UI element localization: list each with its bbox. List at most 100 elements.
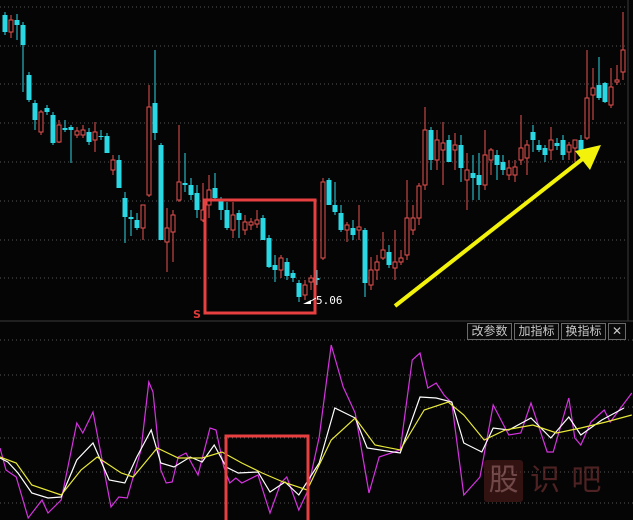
candle (284, 258, 290, 280)
candle-body (8, 19, 14, 33)
candle (128, 210, 134, 236)
candle-body (398, 257, 404, 263)
indicator-line-2 (0, 396, 625, 499)
candle-body (470, 173, 476, 178)
candle-body (524, 144, 530, 159)
candle (44, 105, 50, 115)
candle-body (518, 147, 524, 161)
candle-body (254, 219, 260, 225)
candle-body (26, 75, 32, 100)
watermark-char: 股 (484, 460, 524, 502)
candle-body (2, 15, 8, 32)
candle (470, 155, 476, 200)
candle-body (560, 140, 566, 155)
candle (416, 183, 422, 225)
candle (392, 230, 398, 280)
candle-body (242, 221, 248, 231)
candle-body (170, 214, 176, 233)
candle (362, 228, 368, 297)
candle (20, 22, 26, 92)
candle-body (38, 111, 44, 133)
candle (560, 135, 566, 160)
candle-body (272, 265, 278, 270)
candle-body (326, 180, 332, 205)
candle (74, 127, 80, 138)
watermark-char: 吧 (571, 463, 602, 498)
candle-body (146, 106, 152, 196)
candle-body (140, 204, 146, 229)
candle (38, 110, 44, 135)
candle (86, 128, 92, 145)
modify-params-button[interactable]: 改参数 (467, 323, 512, 340)
candle-body (314, 278, 320, 280)
candle (272, 255, 278, 282)
candle-body (44, 108, 50, 112)
candle (518, 115, 524, 165)
candle-body (248, 221, 254, 226)
switch-indicator-button[interactable]: 换指标 (561, 323, 606, 340)
candle (422, 107, 428, 190)
candle-body (110, 159, 116, 171)
candle-body (176, 181, 182, 201)
candle-body (164, 227, 170, 243)
candle-body (212, 188, 218, 198)
indicator-lines (0, 344, 633, 520)
candle (164, 208, 170, 272)
candle (176, 125, 182, 202)
candle (68, 125, 74, 163)
candle (554, 138, 560, 150)
candle (356, 205, 362, 240)
candle-body (194, 193, 200, 210)
candle-body (584, 97, 590, 139)
close-indicator-button[interactable]: ✕ (608, 323, 626, 340)
candle-body (296, 283, 302, 297)
candle (344, 222, 350, 242)
candle-body (134, 220, 140, 228)
candle (326, 178, 332, 205)
candle (224, 202, 230, 230)
candle-body (476, 175, 482, 185)
candle-body (614, 79, 620, 83)
candle (380, 232, 386, 260)
candle (464, 153, 470, 210)
highlight-box-main (203, 198, 317, 315)
candle (8, 15, 14, 38)
candle-body (464, 169, 470, 181)
candle (548, 127, 554, 160)
candle-body (32, 103, 38, 120)
candle (302, 280, 308, 300)
indicator-line-3 (0, 401, 632, 496)
add-indicator-button[interactable]: 加指标 (514, 323, 559, 340)
candle-body (158, 145, 164, 240)
candle (404, 180, 410, 260)
candle (170, 210, 176, 262)
candle (434, 130, 440, 170)
candle-body (74, 130, 80, 136)
candle (398, 250, 404, 265)
watermark-char: 识 (529, 463, 560, 498)
candle-body (458, 145, 464, 168)
candle-body (182, 183, 188, 185)
candle (368, 257, 374, 290)
candle-body (188, 185, 194, 195)
candle-body (500, 162, 506, 170)
trend-arrow (393, 145, 601, 308)
candle (488, 148, 494, 175)
candle-body (452, 144, 458, 151)
candle (410, 205, 416, 235)
candle-body (308, 277, 314, 283)
candle-body (488, 149, 494, 161)
candle-body (596, 85, 602, 98)
candle (50, 112, 56, 145)
candle-body (80, 129, 86, 136)
candle (212, 173, 218, 200)
candle (524, 140, 530, 175)
candle-body (278, 257, 284, 271)
candle-body (386, 252, 392, 265)
candle-body (410, 217, 416, 231)
candle-body (92, 131, 98, 141)
candle-body (572, 139, 578, 149)
candle-body (578, 140, 584, 150)
